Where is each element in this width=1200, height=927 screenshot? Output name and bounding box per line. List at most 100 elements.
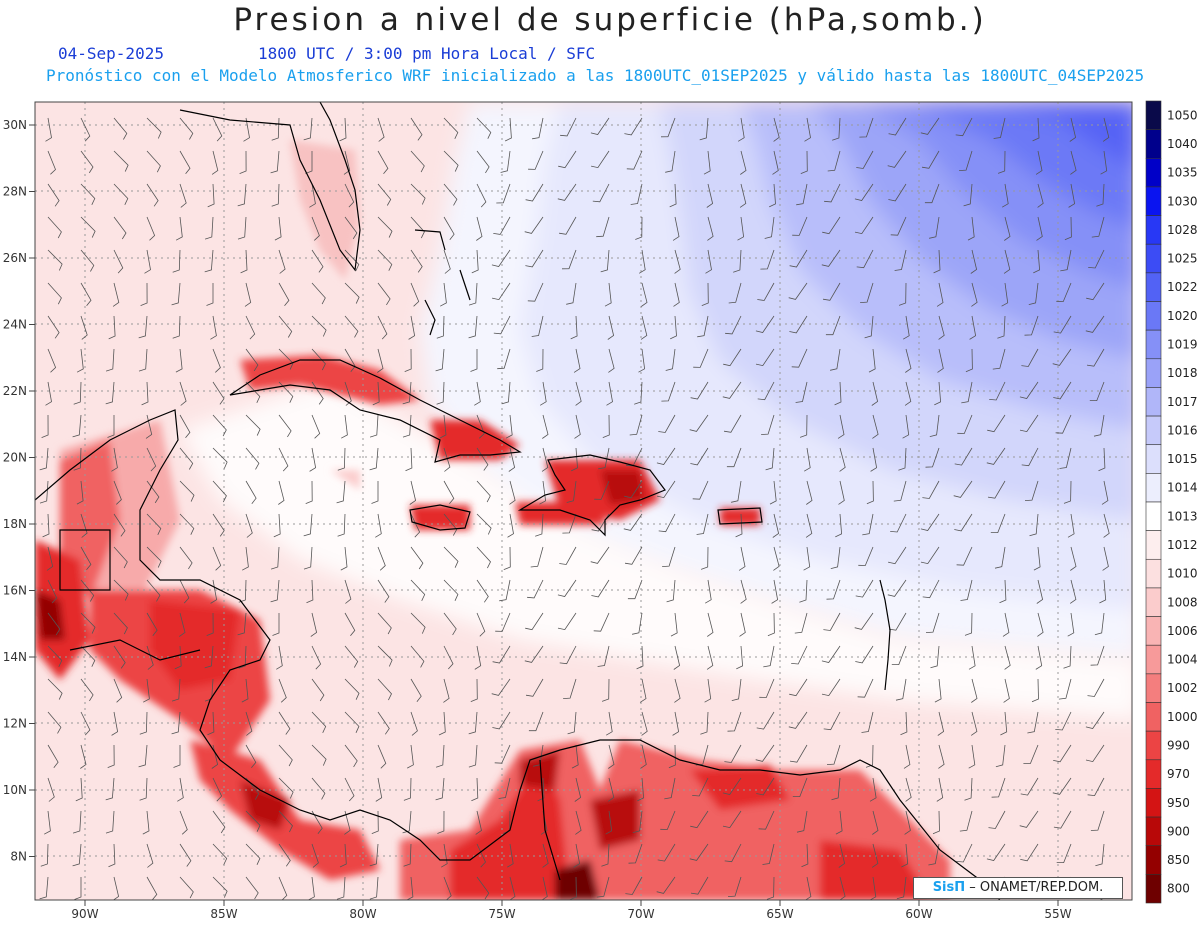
guatemala-border (59, 529, 111, 591)
colorbar-swatch (1145, 501, 1162, 531)
map-title: Presion a nivel de superficie (hPa,somb.… (233, 2, 987, 38)
colorbar-swatch (1145, 272, 1162, 302)
map-frame (34, 101, 1133, 901)
colorbar-label: 1035 (1167, 166, 1198, 180)
colorbar-label: 1040 (1167, 137, 1198, 151)
coastlines (35, 102, 1001, 900)
colorbar-label: 950 (1167, 796, 1190, 810)
forecast-label: Pronóstico con el Modelo Atmosferico WRF… (46, 66, 1145, 85)
lat-label: 12N (3, 717, 27, 731)
colorbar-swatch (1145, 215, 1162, 245)
map-area (35, 102, 1132, 900)
lon-label: 80W (349, 907, 376, 921)
lat-label: 30N (3, 118, 27, 132)
colorbar-swatch (1145, 874, 1162, 904)
colorbar-label: 1016 (1167, 423, 1198, 437)
colorbar-swatch (1145, 816, 1162, 847)
lat-label: 16N (3, 584, 27, 598)
colorbar-swatch (1145, 100, 1162, 130)
lon-label: 55W (1044, 907, 1071, 921)
colorbar-swatch (1145, 329, 1162, 360)
colorbar-label: 1020 (1167, 309, 1198, 323)
longitude-labels: 90W 85W 80W 75W 70W 65W 60W 55W (71, 900, 1072, 921)
colorbar-label: 1019 (1167, 337, 1198, 351)
colorbar-swatch (1145, 644, 1162, 675)
central-south-america-coast (35, 409, 1001, 900)
colorbar-swatch (1145, 358, 1162, 388)
lat-label: 8N (10, 850, 27, 864)
colorbar-swatch (1145, 415, 1162, 446)
sispi-logo: SisΠ (932, 880, 966, 895)
colorbar-label: 1004 (1167, 653, 1198, 667)
colorbar-swatch (1145, 157, 1162, 188)
colorbar-swatch (1145, 558, 1162, 589)
colorbar-label: 1014 (1167, 481, 1198, 495)
colorbar-swatch (1145, 301, 1162, 331)
lat-label: 28N (3, 185, 27, 199)
colorbar-label: 1010 (1167, 567, 1198, 581)
colorbar-label: 1008 (1167, 595, 1198, 609)
colorbar-label: 1018 (1167, 366, 1198, 380)
neutral-band (180, 380, 1132, 720)
colorbar-label: 1002 (1167, 681, 1198, 695)
colorbar-label: 1015 (1167, 452, 1198, 466)
colorbar-label: 800 (1167, 882, 1190, 896)
lon-label: 60W (905, 907, 932, 921)
lon-label: 65W (766, 907, 793, 921)
lat-label: 20N (3, 451, 27, 465)
colorbar-swatch (1145, 616, 1162, 646)
jamaica-coast (409, 504, 471, 531)
colorbar-swatch (1145, 387, 1162, 417)
colorbar-label: 1022 (1167, 280, 1198, 294)
lat-label: 10N (3, 783, 27, 797)
colorbar-label: 1000 (1167, 710, 1198, 724)
latitude-labels: 30N 28N 26N 24N 22N 20N 18N 16N 14N 12N 10N 8N (3, 118, 35, 864)
colorbar-swatch (1145, 243, 1162, 274)
colorbar-swatch (1145, 444, 1162, 474)
lat-label: 26N (3, 251, 27, 265)
colorbar-swatch (1145, 845, 1162, 875)
lon-label: 70W (627, 907, 654, 921)
lat-label: 18N (3, 517, 27, 531)
lat-label: 14N (3, 650, 27, 664)
date-label: 04-Sep-2025 (58, 44, 164, 63)
credit-text: ONAMET/REP.DOM. (979, 880, 1104, 895)
colorbar-label: 970 (1167, 767, 1190, 781)
lon-label: 90W (71, 907, 98, 921)
colorbar-swatch (1145, 730, 1162, 761)
lat-label: 22N (3, 384, 27, 398)
colorbar-label: 990 (1167, 738, 1190, 752)
time-label: 1800 UTC / 3:00 pm Hora Local / SFC (258, 44, 596, 63)
wind-barbs (39, 117, 1110, 900)
lon-label: 85W (210, 907, 237, 921)
colorbar-swatch (1145, 129, 1162, 159)
colorbar-swatch (1145, 673, 1162, 703)
florida-coast (179, 102, 361, 272)
credit-box: SisΠ – ONAMET/REP.DOM. (913, 877, 1123, 899)
colorbar-label: 850 (1167, 853, 1190, 867)
colorbar-swatch (1145, 587, 1162, 617)
lat-lon-grid (35, 102, 1132, 900)
colorbar-label: 1012 (1167, 538, 1198, 552)
colorbar-label: 1017 (1167, 395, 1198, 409)
colorbar-label: 900 (1167, 824, 1190, 838)
puerto-rico-coast (717, 507, 763, 525)
colorbar-swatch (1145, 530, 1162, 560)
cuba-coast (229, 359, 522, 463)
colorbar-label: 1050 (1167, 108, 1198, 122)
pressure-colorbar: 1050 1040 1035 1030 1028 1025 1022 1020 1019 1018… (1145, 100, 1198, 904)
colorbar-label: 1025 (1167, 252, 1198, 266)
colorbar-label: 1030 (1167, 194, 1198, 208)
colorbar-swatch (1145, 788, 1162, 818)
lat-label: 24N (3, 318, 27, 332)
hispaniola-coast (517, 454, 666, 537)
colorbar-label: 1028 (1167, 223, 1198, 237)
colorbar-label: 1006 (1167, 624, 1198, 638)
colorbar-label: 1013 (1167, 509, 1198, 523)
colorbar-swatch (1145, 473, 1162, 503)
colorbar-swatch (1145, 759, 1162, 789)
lon-label: 75W (488, 907, 515, 921)
colorbar-swatch (1145, 702, 1162, 732)
colorbar-swatch (1145, 186, 1162, 216)
